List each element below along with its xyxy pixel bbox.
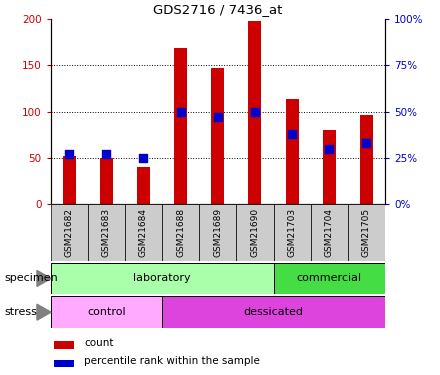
Text: GSM21682: GSM21682 <box>65 208 73 257</box>
Bar <box>199 204 236 261</box>
Bar <box>137 167 150 204</box>
Text: count: count <box>84 338 114 348</box>
Bar <box>125 204 162 261</box>
Bar <box>88 204 125 261</box>
Point <box>289 131 296 137</box>
Text: GSM21684: GSM21684 <box>139 208 148 257</box>
Bar <box>174 48 187 204</box>
Text: GSM21689: GSM21689 <box>213 208 222 257</box>
Bar <box>54 341 74 349</box>
Bar <box>51 204 88 261</box>
Point <box>177 109 184 115</box>
Bar <box>249 21 261 204</box>
Bar <box>274 204 311 261</box>
Point <box>251 109 258 115</box>
Bar <box>360 115 373 204</box>
Text: GSM21688: GSM21688 <box>176 208 185 257</box>
Text: percentile rank within the sample: percentile rank within the sample <box>84 356 260 366</box>
Bar <box>286 99 299 204</box>
Bar <box>323 130 336 204</box>
Text: GSM21704: GSM21704 <box>325 208 334 257</box>
Text: GSM21705: GSM21705 <box>362 208 371 257</box>
Text: dessicated: dessicated <box>243 307 304 317</box>
Bar <box>62 156 76 204</box>
Text: GSM21683: GSM21683 <box>102 208 111 257</box>
Point <box>326 146 333 152</box>
Point <box>66 151 73 157</box>
Text: specimen: specimen <box>4 273 58 284</box>
Text: GSM21703: GSM21703 <box>288 208 297 257</box>
Point <box>363 140 370 146</box>
Polygon shape <box>37 270 51 286</box>
Bar <box>100 158 113 204</box>
Title: GDS2716 / 7436_at: GDS2716 / 7436_at <box>153 3 282 16</box>
Text: laboratory: laboratory <box>133 273 191 284</box>
Bar <box>54 360 74 367</box>
Bar <box>236 204 274 261</box>
Bar <box>348 204 385 261</box>
Point <box>140 155 147 161</box>
Text: GSM21690: GSM21690 <box>250 208 260 257</box>
Text: commercial: commercial <box>297 273 362 284</box>
Bar <box>51 262 274 294</box>
Point <box>103 151 110 157</box>
Polygon shape <box>37 304 51 320</box>
Bar <box>162 296 385 328</box>
Text: control: control <box>87 307 126 317</box>
Point <box>214 114 221 120</box>
Text: stress: stress <box>4 307 37 317</box>
Bar <box>211 68 224 204</box>
Bar <box>51 296 162 328</box>
Bar <box>162 204 199 261</box>
Bar <box>274 262 385 294</box>
Bar <box>311 204 348 261</box>
